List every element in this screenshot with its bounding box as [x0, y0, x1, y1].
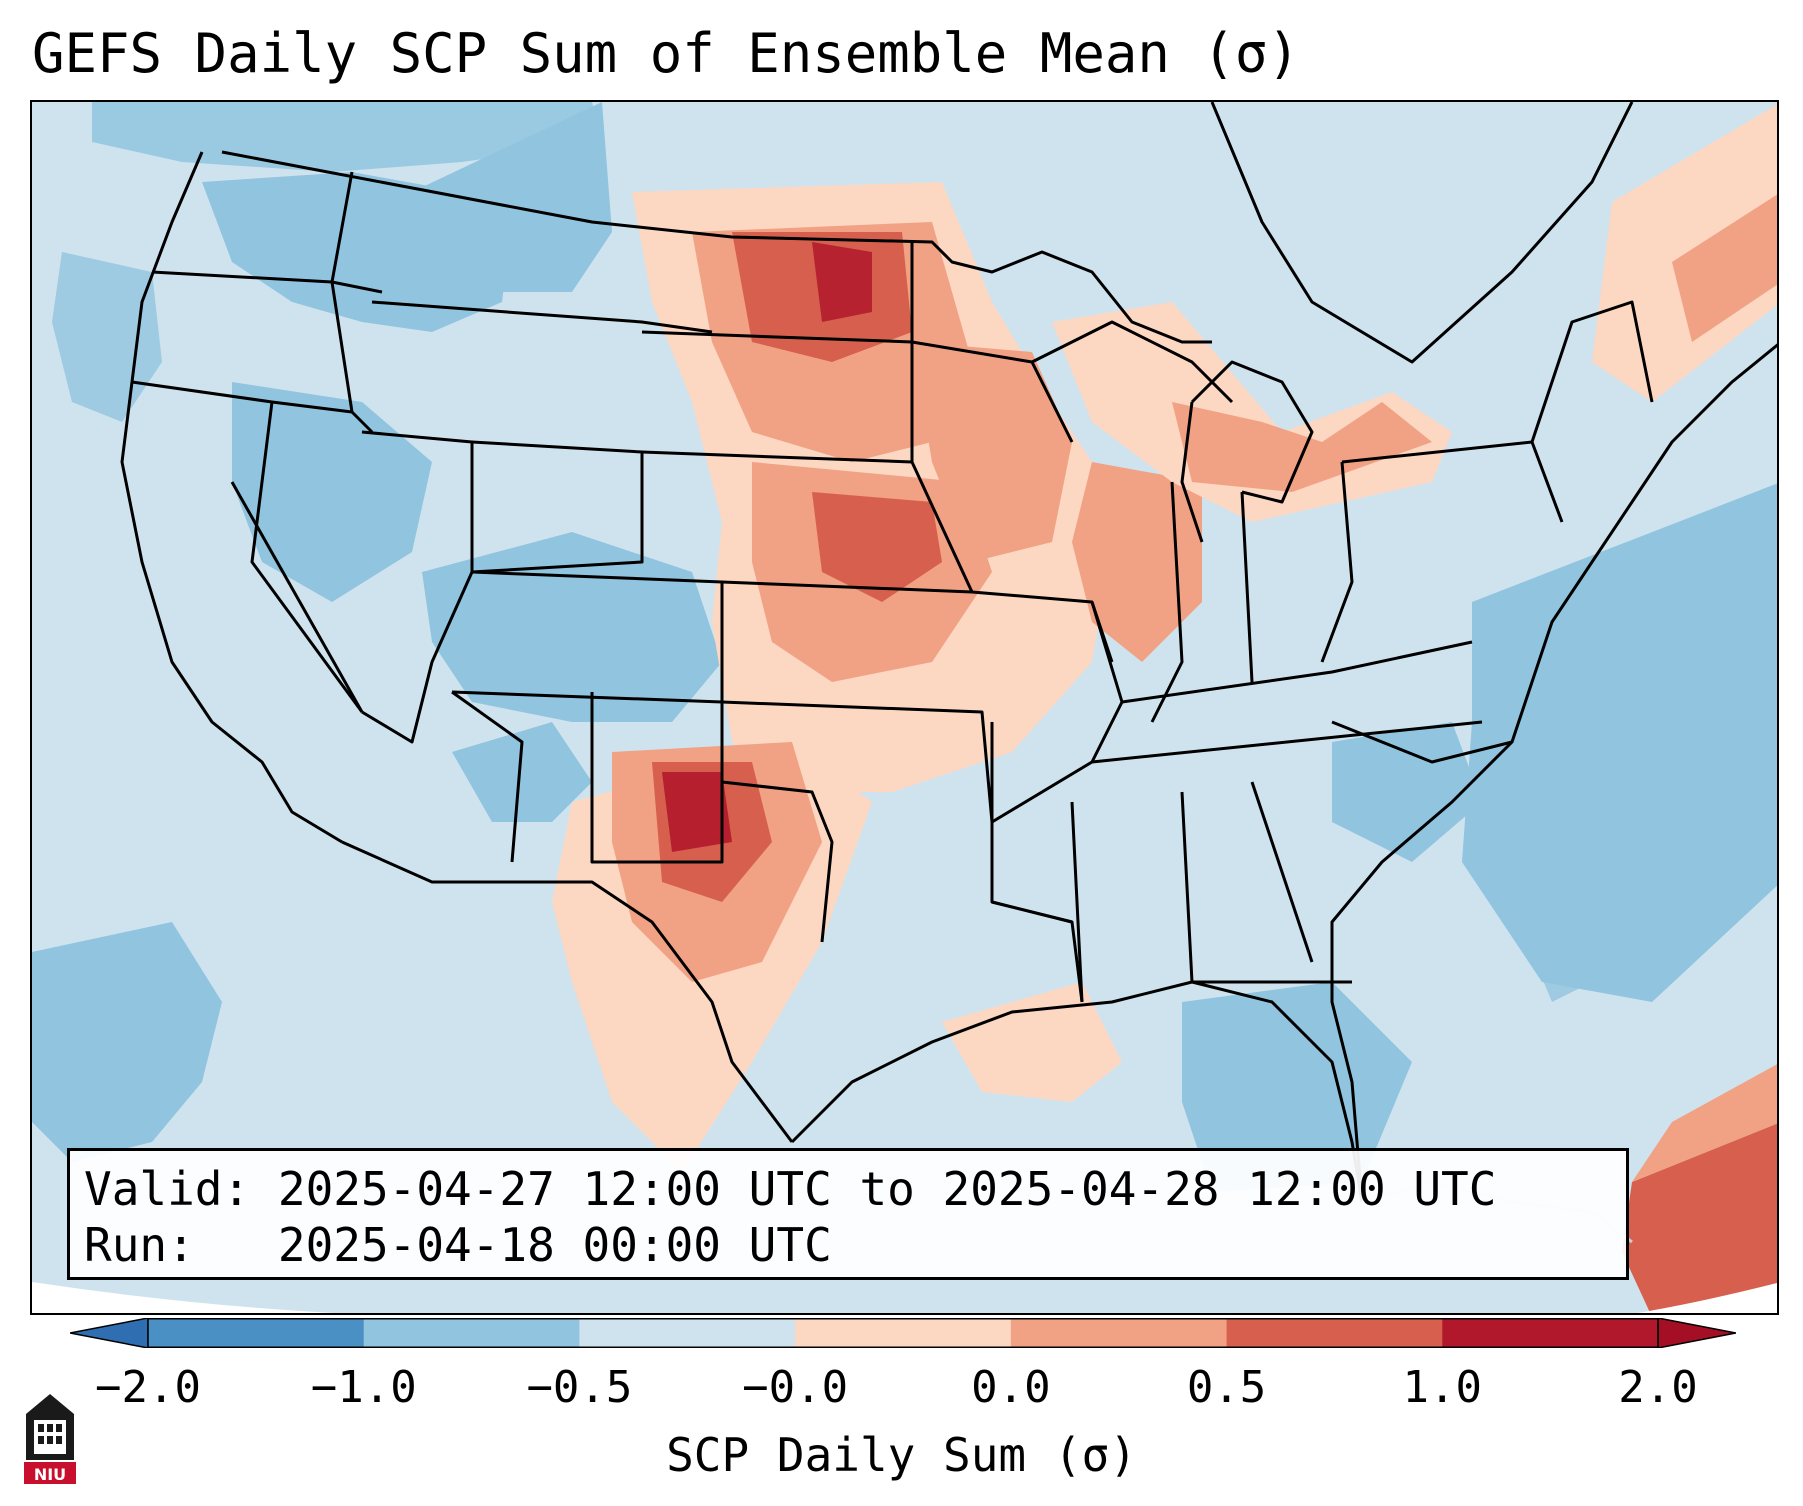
canada-border [221, 150, 1212, 344]
colorado [451, 570, 724, 704]
salmon-region-new-england [1672, 194, 1777, 342]
niu-logo: NIU [22, 1390, 78, 1486]
valid-label: Valid: [84, 1162, 251, 1216]
mississippi-alabama [1070, 791, 1194, 1003]
red-region-nebraska [812, 492, 942, 602]
salmon-region-iowa-mn [912, 342, 1072, 562]
hudson-bay-coast [1210, 102, 1634, 364]
salmon-region-se-atlantic [1632, 1064, 1777, 1182]
positive-anomaly-regions [552, 104, 1777, 1313]
salmon-region-lake-michigan [1172, 402, 1432, 492]
sd-north [641, 330, 913, 344]
texas-panhandle [720, 702, 834, 943]
colorbar-segment [1226, 1318, 1443, 1348]
oklahoma-north [721, 700, 994, 823]
colorbar-tick-label: 2.0 [1618, 1362, 1698, 1413]
valid-time-box: Valid: 2025-04-27 12:00 UTC to 2025-04-2… [67, 1148, 1629, 1280]
blue-region-canada [92, 102, 602, 172]
colorbar-tick-label: −0.0 [742, 1362, 849, 1413]
map-panel [30, 100, 1779, 1315]
blue-region-carolinas [1332, 722, 1482, 862]
missouri-east [991, 601, 1124, 824]
projection-edge-right [1637, 1282, 1777, 1313]
atlantic-coast [1330, 343, 1777, 1203]
pink-region-gulf-coast [942, 982, 1122, 1102]
blue-region-gulf [1182, 982, 1412, 1192]
blue-region-bahamas [1502, 862, 1632, 1002]
colorbar-segment [1010, 1318, 1228, 1348]
map-title: GEFS Daily SCP Sum of Ensemble Mean (σ) [32, 22, 1300, 85]
blue-region-atlantic [1462, 483, 1777, 1002]
blue-region-four-corners [452, 722, 592, 822]
nevada-california [230, 481, 364, 713]
illinois-indiana [1150, 481, 1184, 723]
wyoming [471, 440, 644, 574]
colorbar-label: SCP Daily Sum (σ) [666, 1428, 1137, 1482]
scp-map [32, 102, 1777, 1313]
blue-region-great-basin [232, 382, 432, 602]
colorbar-graphic [69, 1317, 1737, 1349]
colorbar-over-extension [1657, 1317, 1737, 1349]
colorbar-segment [1442, 1318, 1659, 1348]
colorbar-segment [363, 1318, 580, 1348]
dark-red-region-nm-core [662, 772, 732, 852]
ohio-pa [1320, 461, 1354, 663]
kansas-north [721, 580, 973, 594]
montana-south [371, 300, 713, 334]
projection-edge-left [32, 1282, 334, 1313]
colorbar [69, 1317, 1737, 1349]
colorbar-tick-label: −1.0 [310, 1362, 417, 1413]
idaho-east [330, 171, 374, 434]
utah-east [361, 430, 474, 744]
colorbar-tick-label: 0.0 [971, 1362, 1051, 1413]
colorbar-segment [795, 1318, 1012, 1348]
michigan [1190, 360, 1314, 504]
blue-region-pacific-sw [32, 922, 222, 1162]
blue-region-pacific-w [52, 252, 162, 422]
dark-red-region-nd-core [812, 242, 872, 322]
run-value: 2025-04-18 00:00 UTC [277, 1218, 832, 1272]
nevada-east [250, 401, 364, 713]
blue-region-montana [412, 102, 612, 292]
indiana-ohio [1240, 491, 1254, 683]
red-region-se-atlantic [1622, 1123, 1777, 1313]
mexico-border [341, 840, 794, 1143]
colorbar-segment [579, 1318, 796, 1348]
tennessee [1091, 720, 1483, 764]
colorbar-segment [148, 1318, 365, 1348]
state-boundaries [120, 102, 1777, 1203]
lake-superior [1031, 320, 1234, 404]
colorbar-border [147, 1318, 1659, 1348]
niu-logo-graphic: NIU [24, 1394, 76, 1484]
lake-michigan [1180, 401, 1204, 543]
colorbar-tick-label: 0.5 [1186, 1362, 1267, 1413]
arizona-nm [451, 690, 524, 863]
georgia [1192, 781, 1352, 984]
colorbar-under-extension [69, 1317, 149, 1349]
run-label: Run: [84, 1218, 195, 1272]
carolinas [1331, 720, 1513, 764]
kentucky [1121, 640, 1473, 704]
colorbar-tick-label: −2.0 [95, 1362, 201, 1413]
logo-text: NIU [34, 1465, 66, 1484]
colorbar-tick-label: −0.5 [526, 1362, 633, 1413]
louisiana [991, 900, 1084, 1003]
colorbar-tick-label: 1.0 [1402, 1362, 1483, 1413]
salmon-region-illinois [1072, 462, 1202, 662]
new-england [1530, 300, 1654, 443]
west-coast [120, 151, 343, 844]
gulf-coast [790, 980, 1364, 1203]
valid-value: 2025-04-27 12:00 UTC to 2025-04-28 12:00… [277, 1162, 1497, 1216]
